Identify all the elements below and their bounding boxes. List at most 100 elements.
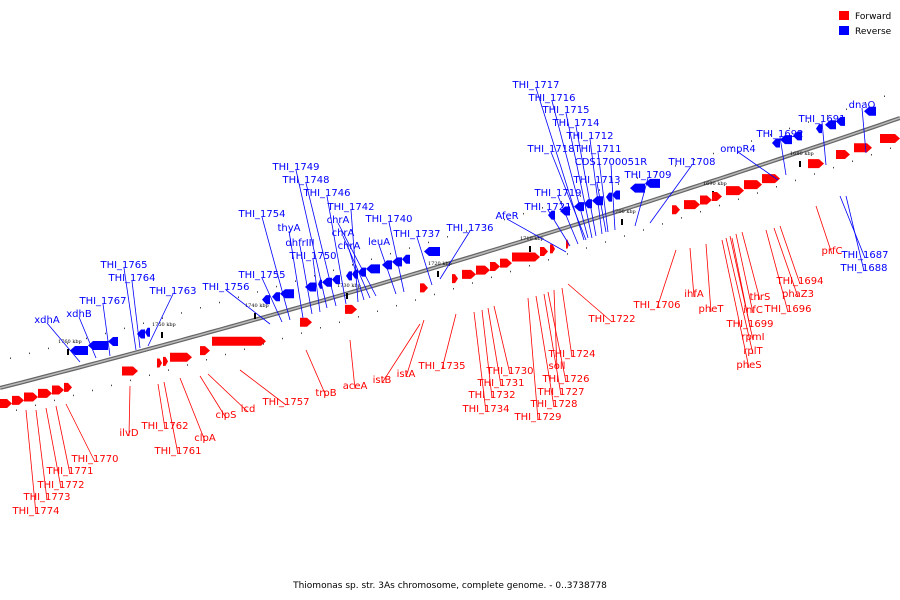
forward-gene-arrow[interactable] [420,283,428,293]
gene-leader-line [737,151,779,181]
minor-tick-bottom [377,310,378,313]
forward-gene-arrow[interactable] [712,191,722,201]
forward-gene-arrow[interactable] [490,262,500,272]
reverse-gene-arrow[interactable] [630,183,645,193]
gene-leader-line [779,136,787,176]
reverse-gene-arrow[interactable] [836,116,845,126]
forward-gene-arrow[interactable] [762,174,780,184]
chromosome-backbone [0,116,900,390]
forward-gene-arrow[interactable] [550,244,555,254]
reverse-gene-arrow[interactable] [612,190,620,200]
minor-tick-bottom [206,359,207,361]
gene-leader-line [861,107,867,154]
gene-leader-line [46,322,81,363]
minor-tick-top [219,301,220,304]
forward-gene-arrow[interactable] [122,366,138,376]
reverse-gene-arrow[interactable] [793,131,802,141]
minor-tick-top [846,108,847,110]
gene-leader-line [348,248,365,301]
gene-label: pheT [699,304,725,315]
minor-tick-top [238,296,239,298]
reverse-gene-arrow[interactable] [346,271,352,281]
forward-gene-arrow[interactable] [684,200,700,210]
reverse-gene-arrow[interactable] [262,295,270,305]
gene-label: THI_1716 [527,93,575,104]
gene-label: dnaQ [849,100,876,111]
reverse-gene-arrow[interactable] [574,202,584,212]
reverse-gene-arrow[interactable] [816,124,822,134]
forward-gene-arrow[interactable] [672,205,680,215]
reverse-gene-arrow[interactable] [108,337,118,347]
gene-leader-line [261,216,291,321]
forward-gene-arrow[interactable] [836,150,850,160]
forward-gene-arrow[interactable] [512,252,540,262]
forward-gene-arrow[interactable] [163,356,168,366]
forward-gene-arrow[interactable] [744,180,762,190]
forward-gene-arrow[interactable] [200,346,210,356]
forward-gene-arrow[interactable] [462,269,476,279]
minor-tick-top [618,183,619,185]
reverse-gene-arrow[interactable] [772,138,780,148]
gene-label: THI_1755 [237,270,285,281]
forward-gene-arrow[interactable] [566,239,569,249]
minor-tick-bottom [491,276,492,279]
minor-tick-top [276,285,277,288]
forward-gene-arrow[interactable] [157,358,162,368]
reverse-gene-arrow[interactable] [70,346,88,356]
reverse-gene-arrow[interactable] [88,341,108,351]
scale-tick-label: 1730 kbp [337,283,361,289]
forward-gene-arrow[interactable] [452,274,458,284]
reverse-gene-arrow[interactable] [864,106,876,116]
gene-label: CDS1700051R [575,157,648,168]
gene-label: THI_1765 [99,260,147,271]
forward-gene-arrow[interactable] [808,159,824,169]
forward-gene-arrow[interactable] [12,395,24,405]
forward-gene-arrow[interactable] [700,195,712,205]
forward-gene-arrow[interactable] [540,246,548,256]
reverse-gene-arrow[interactable] [272,292,280,302]
reverse-gene-arrow[interactable] [560,206,570,216]
minor-tick-top [124,327,125,330]
reverse-gene-arrow[interactable] [645,178,660,188]
gene-label: THI_1748 [281,175,329,186]
reverse-gene-arrow[interactable] [402,254,410,264]
forward-gene-arrow[interactable] [38,388,52,398]
minor-tick-top [694,158,695,161]
gene-label: THI_1727 [536,387,584,398]
forward-gene-arrow[interactable] [0,398,12,408]
reverse-gene-arrow[interactable] [780,135,792,145]
reverse-gene-arrow[interactable] [145,327,150,337]
reverse-gene-arrow[interactable] [424,247,440,257]
gene-leader-line [741,231,761,301]
minor-tick-top [732,146,733,149]
reverse-gene-arrow[interactable] [382,260,392,270]
reverse-gene-arrow[interactable] [366,264,380,274]
minor-tick-bottom [282,337,283,340]
scale-tick-label: 1760 kbp [58,339,82,345]
gene-label: ilvD [119,428,138,439]
gene-leader-line [550,151,587,241]
reverse-gene-arrow[interactable] [606,192,612,202]
forward-gene-arrow[interactable] [726,186,744,196]
forward-gene-arrow[interactable] [476,265,490,275]
gene-leader-line [596,182,607,233]
forward-gene-arrow[interactable] [24,392,38,402]
gene-leader-line [656,249,677,309]
reverse-gene-arrow[interactable] [352,269,358,279]
gene-leader-line [634,177,649,227]
gene-label: AfeR [495,211,518,222]
forward-gene-arrow[interactable] [345,304,357,314]
forward-gene-arrow[interactable] [500,258,512,268]
reverse-gene-arrow[interactable] [332,275,340,285]
gene-leader-line [102,303,111,357]
forward-gene-arrow[interactable] [300,317,312,327]
gene-leader-line [839,195,866,259]
forward-gene-arrow[interactable] [854,143,872,153]
forward-gene-arrow[interactable] [880,133,900,143]
forward-gene-arrow[interactable] [170,352,192,362]
forward-gene-arrow[interactable] [64,382,72,392]
reverse-gene-arrow[interactable] [392,257,402,267]
forward-gene-arrow[interactable] [212,336,266,346]
forward-gene-arrow[interactable] [52,385,64,395]
reverse-gene-arrow[interactable] [825,120,836,130]
